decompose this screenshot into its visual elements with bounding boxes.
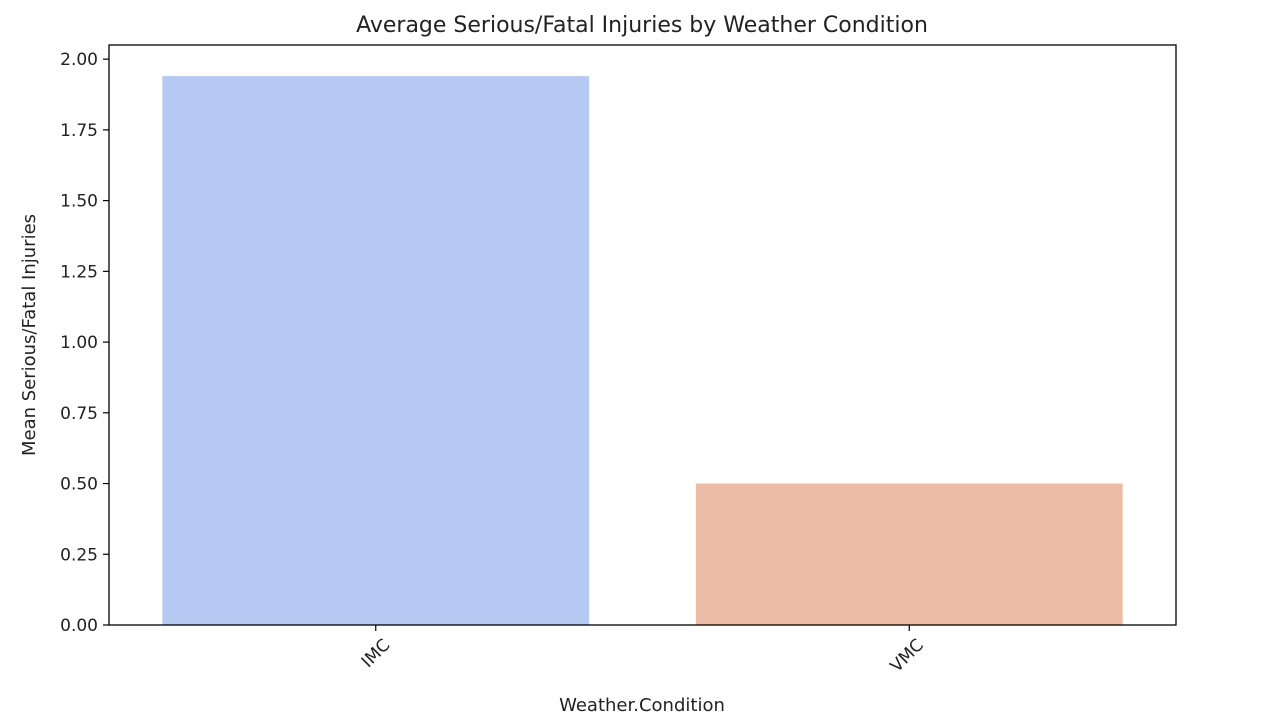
y-tick-label: 1.75 xyxy=(60,121,98,141)
y-tick-label: 0.00 xyxy=(60,616,98,636)
plot-area-frame xyxy=(108,44,1177,626)
y-tick-label: 0.50 xyxy=(60,475,98,495)
x-tick-label: VMC xyxy=(887,635,928,676)
y-tick-label: 1.50 xyxy=(60,192,98,212)
y-tick-label: 1.00 xyxy=(60,333,98,353)
bar-vmc xyxy=(695,483,1123,625)
x-axis-label: Weather.Condition xyxy=(559,695,725,716)
y-tick-label: 2.00 xyxy=(60,50,98,70)
chart-title: Average Serious/Fatal Injuries by Weathe… xyxy=(356,13,928,38)
x-tick-label: IMC xyxy=(358,635,394,671)
y-axis: 0.00 0.25 0.50 0.75 1.00 1.25 1.50 1.75 2.00 xyxy=(60,50,109,636)
y-tick-label: 1.25 xyxy=(60,262,98,282)
y-tick-label: 0.25 xyxy=(60,545,98,565)
y-tick-label: 0.75 xyxy=(60,404,98,424)
bar-imc xyxy=(162,76,590,626)
bars-group xyxy=(162,76,1123,626)
y-axis-label: Mean Serious/Fatal Injuries xyxy=(19,214,40,456)
x-axis: IMC VMC xyxy=(358,625,928,677)
